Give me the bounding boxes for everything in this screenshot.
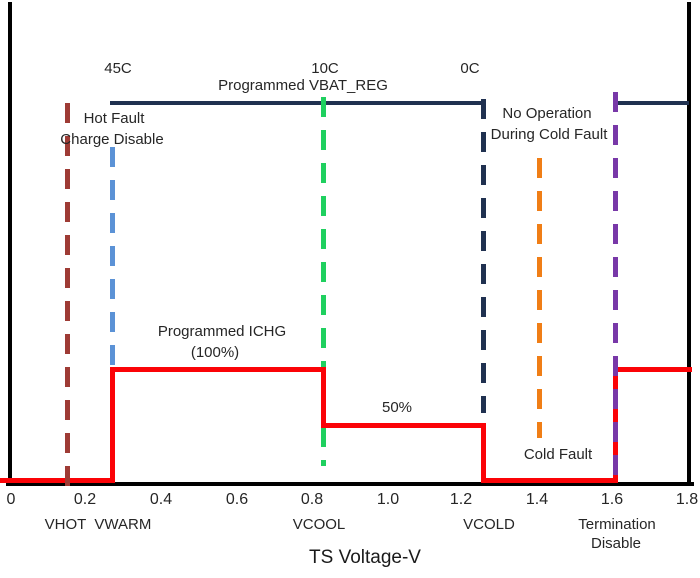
- fifty-percent-label: 50%: [381, 399, 413, 416]
- programmed-ichg-label: Programmed ICHG: [157, 323, 287, 340]
- vhot-threshold-line: [65, 103, 70, 486]
- termination-disable-threshold-line: [613, 92, 618, 480]
- x-axis-title: TS Voltage-V: [309, 547, 421, 568]
- vhot-vwarm-label: VHOT VWARM: [44, 516, 152, 533]
- vbat-reg-line-segment-1: [110, 101, 485, 105]
- vbat-reg-line-segment-2: [613, 101, 689, 105]
- temp-0c-label: 0C: [460, 60, 480, 77]
- vcold-label: VCOLD: [463, 516, 515, 533]
- x-tick-1_8: 1.8: [675, 491, 699, 508]
- ichg-line-50pct: [321, 423, 486, 428]
- temp-45c-label: 45C: [104, 60, 132, 77]
- cold-fault-label: Cold Fault: [523, 446, 593, 463]
- ichg-step-down-vcold: [481, 423, 486, 483]
- vwarm-threshold-line: [110, 147, 115, 369]
- x-axis-line: [6, 482, 694, 486]
- x-tick-1_2: 1.2: [449, 491, 473, 508]
- hot-fault-label: Hot Fault: [83, 110, 145, 127]
- termination-label: Termination: [578, 516, 656, 533]
- right-border-line: [687, 2, 691, 486]
- no-operation-label: No Operation: [502, 105, 592, 122]
- ichg-line-100pct: [110, 367, 326, 372]
- vcool-threshold-line: [321, 97, 326, 466]
- vbat-reg-label: Programmed VBAT_REG: [218, 77, 388, 94]
- x-tick-0: 0: [6, 491, 16, 508]
- temp-10c-label: 10C: [311, 60, 339, 77]
- ichg-line-zero-coldfault: [481, 478, 617, 483]
- x-tick-0_6: 0.6: [225, 491, 249, 508]
- x-tick-0_4: 0.4: [149, 491, 173, 508]
- cold-fault-threshold-line: [537, 158, 542, 438]
- ichg-100pct-label: (100%): [190, 344, 240, 361]
- ichg-line-zero-left: [0, 478, 114, 483]
- y-axis-line: [8, 2, 12, 486]
- ichg-line-100pct-right: [613, 367, 692, 372]
- termination-disable-label: Disable: [590, 535, 642, 552]
- x-tick-0_8: 0.8: [300, 491, 324, 508]
- x-tick-1_4: 1.4: [525, 491, 549, 508]
- ichg-step-down-vcool: [321, 367, 326, 428]
- charge-disable-label: Charge Disable: [60, 131, 164, 148]
- during-cold-fault-label: During Cold Fault: [490, 126, 608, 143]
- ichg-step-up-vwarm: [110, 367, 115, 483]
- vcool-label: VCOOL: [292, 516, 346, 533]
- x-tick-0_2: 0.2: [73, 491, 97, 508]
- vcold-threshold-line: [481, 99, 486, 413]
- x-tick-1_0: 1.0: [376, 491, 400, 508]
- x-tick-1_6: 1.6: [600, 491, 624, 508]
